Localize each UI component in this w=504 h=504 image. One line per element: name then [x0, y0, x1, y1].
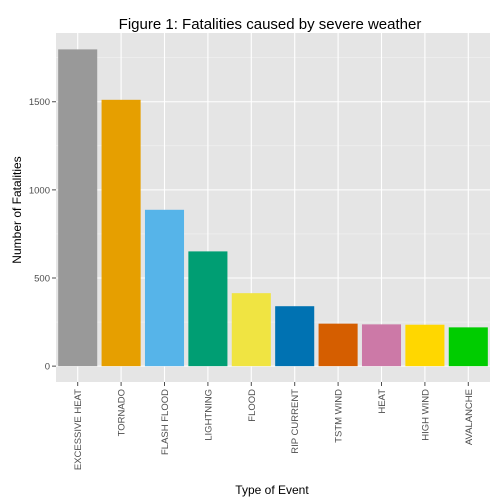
x-tick-label: LIGHTNING	[203, 389, 214, 441]
bar	[144, 209, 185, 367]
bar	[361, 324, 402, 367]
bars	[58, 49, 488, 367]
bar	[101, 99, 141, 367]
y-tick-label: 1000	[29, 185, 50, 196]
y-axis-title: Number of Fatalities	[10, 156, 24, 263]
bar	[318, 323, 358, 367]
y-axis: 0 500 1000 1500	[29, 97, 56, 373]
x-tick-label: HEAT	[377, 389, 388, 414]
x-tick-label: AVALANCHE	[464, 389, 475, 445]
chart-title: Figure 1: Fatalities caused by severe we…	[119, 16, 422, 33]
bar	[448, 327, 488, 367]
x-tick-label: RIP CURRENT	[290, 389, 301, 454]
x-tick-label: HIGH WIND	[420, 389, 431, 441]
y-tick-label: 1500	[29, 97, 50, 108]
x-tick-label: TSTM WIND	[334, 389, 345, 443]
x-tick-label: EXCESSIVE HEAT	[73, 389, 84, 470]
bar	[58, 49, 98, 367]
bar	[188, 251, 228, 367]
bar	[405, 324, 445, 367]
bar	[231, 293, 271, 367]
x-tick-label: FLASH FLOOD	[160, 389, 171, 455]
x-tick-label: FLOOD	[247, 389, 258, 422]
x-axis: EXCESSIVE HEAT TORNADO FLASH FLOOD LIGHTNIN…	[73, 382, 475, 470]
bar	[275, 306, 315, 367]
x-axis-title: Type of Event	[235, 483, 309, 497]
y-tick-label: 0	[45, 362, 50, 373]
x-tick-label: TORNADO	[117, 389, 128, 436]
y-tick-label: 500	[34, 274, 50, 285]
